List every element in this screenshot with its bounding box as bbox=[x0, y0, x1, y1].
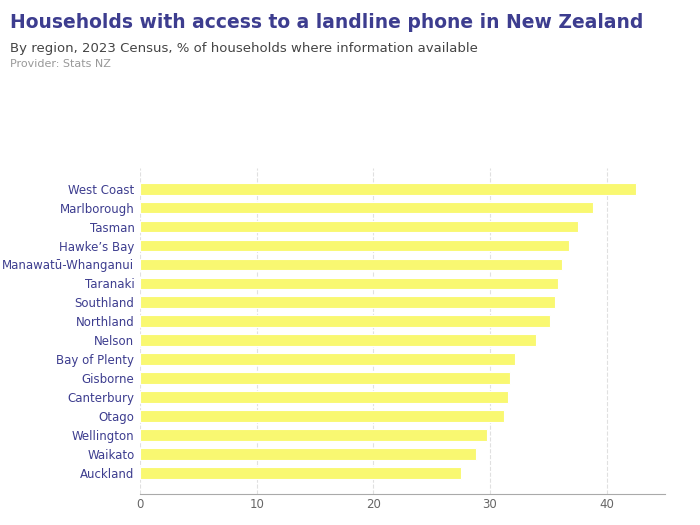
Bar bbox=[140, 316, 550, 327]
Bar bbox=[140, 391, 507, 403]
Bar bbox=[140, 239, 569, 251]
Bar bbox=[140, 353, 514, 365]
Bar bbox=[140, 220, 578, 233]
Bar bbox=[140, 297, 555, 308]
Text: Provider: Stats NZ: Provider: Stats NZ bbox=[10, 59, 111, 69]
Text: figure.nz: figure.nz bbox=[589, 14, 666, 27]
Bar bbox=[140, 259, 562, 270]
Bar bbox=[140, 372, 510, 384]
Bar bbox=[140, 334, 536, 346]
Text: Households with access to a landline phone in New Zealand: Households with access to a landline pho… bbox=[10, 13, 644, 32]
Bar bbox=[140, 278, 558, 289]
Bar bbox=[140, 467, 461, 479]
Bar bbox=[140, 448, 476, 460]
Bar bbox=[140, 183, 636, 195]
Bar bbox=[140, 202, 593, 214]
Bar bbox=[140, 410, 504, 422]
Text: By region, 2023 Census, % of households where information available: By region, 2023 Census, % of households … bbox=[10, 42, 478, 55]
Bar bbox=[140, 429, 486, 441]
